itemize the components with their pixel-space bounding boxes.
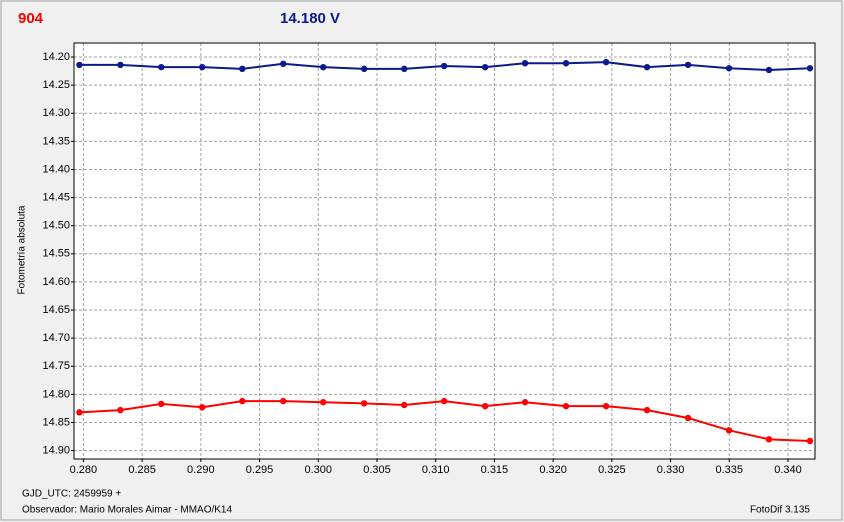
- data-point: [440, 397, 448, 405]
- data-point: [725, 65, 733, 72]
- y-tick-label: 14.75: [42, 360, 70, 372]
- y-tick-label: 14.30: [42, 107, 70, 119]
- data-point: [360, 65, 368, 73]
- data-point: [643, 406, 651, 414]
- y-tick-label: 14.40: [42, 163, 70, 175]
- data-point: [562, 402, 570, 410]
- y-tick-label: 14.20: [42, 51, 70, 63]
- x-tick-label: 0.340: [774, 464, 802, 476]
- y-axis-label: Fotometría absoluta: [17, 205, 28, 294]
- data-point: [481, 63, 489, 71]
- data-point: [239, 397, 246, 405]
- data-point: [521, 399, 529, 406]
- y-tick-label: 14.50: [42, 220, 70, 232]
- data-point: [562, 60, 570, 67]
- y-tick-label: 14.85: [42, 416, 70, 428]
- x-tick-label: 0.280: [70, 464, 98, 476]
- data-point: [158, 400, 165, 408]
- data-point: [199, 63, 206, 71]
- data-point: [765, 66, 773, 74]
- data-point: [521, 60, 529, 67]
- data-point: [401, 65, 408, 73]
- data-point: [117, 61, 124, 69]
- data-point: [765, 436, 773, 443]
- data-point: [602, 58, 610, 66]
- data-point: [684, 414, 692, 422]
- chart-subtitle: 14.180 V: [280, 10, 340, 27]
- y-tick-label: 14.90: [42, 444, 70, 456]
- x-tick-label: 0.320: [539, 464, 567, 476]
- x-tick-label: 0.290: [187, 464, 215, 476]
- y-tick-label: 14.45: [42, 192, 70, 204]
- data-point: [643, 63, 651, 71]
- data-point: [401, 401, 408, 409]
- footer-text: Observador: Mario Morales Aimar - MMAO/K…: [22, 505, 232, 516]
- data-point: [806, 65, 814, 72]
- data-point: [440, 62, 448, 70]
- x-tick-label: 0.325: [598, 464, 626, 476]
- data-point: [280, 397, 287, 405]
- data-point: [239, 65, 246, 73]
- x-tick-label: 0.315: [481, 464, 509, 476]
- data-point: [158, 63, 165, 71]
- plot-area: [74, 43, 815, 459]
- data-point: [319, 399, 327, 406]
- x-tick-label: 0.310: [422, 464, 450, 476]
- chart-title: 904: [18, 10, 44, 27]
- y-tick-label: 14.70: [42, 332, 70, 344]
- data-point: [319, 63, 327, 71]
- data-point: [481, 402, 489, 410]
- y-tick-label: 14.55: [42, 248, 70, 260]
- footer-text: FotoDif 3.135: [750, 505, 810, 516]
- x-tick-label: 0.330: [657, 464, 685, 476]
- data-point: [725, 427, 733, 434]
- x-tick-label: 0.300: [304, 464, 332, 476]
- x-tick-label: 0.305: [363, 464, 391, 476]
- footer-text: GJD_UTC: 2459959 +: [22, 489, 121, 500]
- data-point: [360, 400, 368, 407]
- y-tick-label: 14.60: [42, 276, 70, 288]
- data-point: [280, 60, 287, 67]
- plot-frame: [73, 42, 816, 460]
- data-point: [76, 409, 83, 416]
- y-tick-label: 14.35: [42, 135, 70, 147]
- data-point: [806, 437, 814, 445]
- data-point: [117, 406, 124, 414]
- x-tick-label: 0.335: [716, 464, 744, 476]
- data-point: [199, 404, 206, 411]
- data-point: [684, 61, 692, 69]
- data-point: [76, 61, 83, 69]
- y-tick-label: 14.80: [42, 388, 70, 400]
- x-tick-label: 0.295: [246, 464, 274, 476]
- y-tick-label: 14.65: [42, 304, 70, 316]
- x-tick-label: 0.285: [128, 464, 156, 476]
- data-point: [602, 402, 610, 410]
- y-tick-label: 14.25: [42, 79, 70, 91]
